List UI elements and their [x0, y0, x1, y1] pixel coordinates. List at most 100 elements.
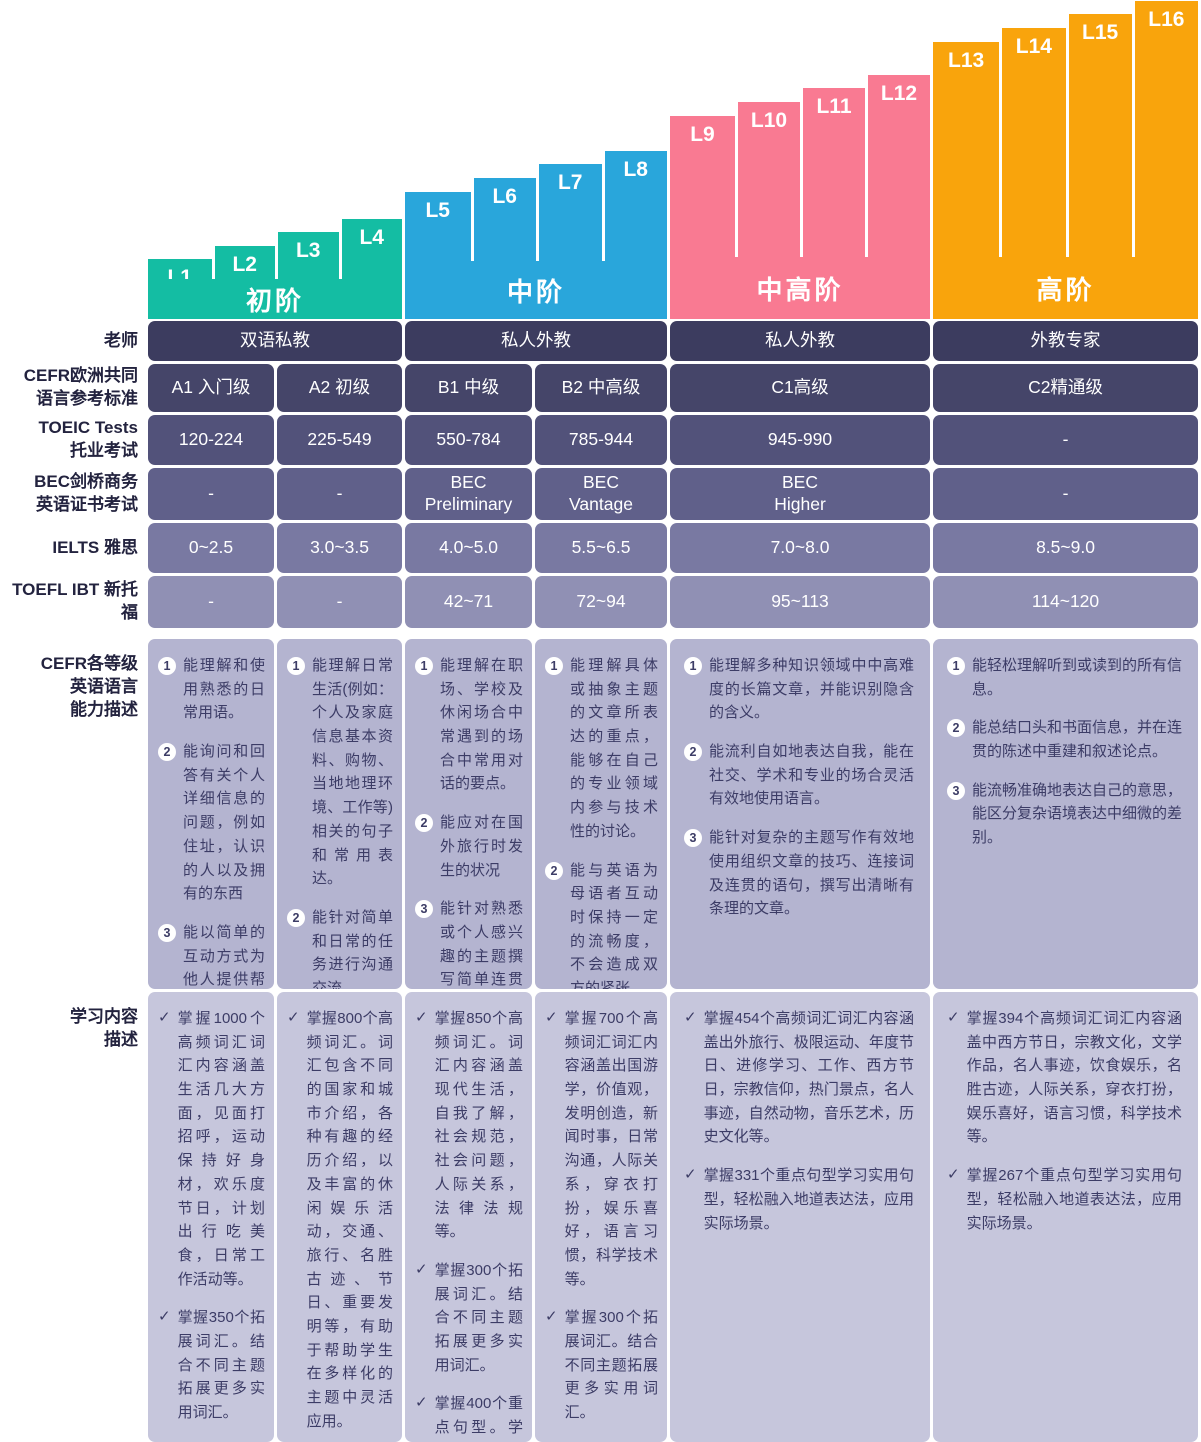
check-icon: ✓	[158, 1009, 171, 1026]
toeic-cell: 550-784	[405, 415, 532, 465]
check-icon: ✓	[415, 1394, 428, 1412]
bec-cell: BEC Higher	[670, 468, 930, 520]
toeic-cell: -	[933, 415, 1198, 465]
learning-text: 掌握454个高频词汇词汇内容涵盖出外旅行、极限运动、年度节日、进修学习、工作、西…	[703, 1010, 914, 1146]
level-label: L7	[557, 171, 583, 194]
learning-item: ✓ 掌握350个拓展词汇。结合不同主题拓展更多实用词汇。	[158, 1306, 265, 1424]
level-label: L10	[750, 109, 788, 132]
item-number-badge: 1	[947, 657, 965, 675]
learning-text: 掌握350个拓展词汇。结合不同主题拓展更多实用词汇。	[177, 1309, 265, 1421]
learning-text: 掌握1000个高频词汇词汇内容涵盖生活几大方面，见面打招呼，运动保持好身材，欢乐…	[177, 1010, 265, 1288]
item-number-badge: 1	[415, 657, 433, 675]
band-title-beginner: 初阶	[148, 279, 402, 319]
ielts-cell: 0~2.5	[148, 523, 274, 573]
check-icon: ✓	[947, 1009, 960, 1026]
item-number-badge: 2	[947, 719, 965, 738]
ability-text: 能总结口头和书面信息，并在连贯的陈述中重建和叙述论点。	[972, 719, 1183, 761]
ability-cell-b2: 1 能理解具体或抽象主题的文章所表达的重点，能够在自己的专业领域内参与技术性的讨论…	[535, 639, 667, 989]
check-icon: ✓	[415, 1260, 428, 1278]
ability-item: 1 能理解具体或抽象主题的文章所表达的重点，能够在自己的专业领域内参与技术性的讨论…	[545, 654, 658, 844]
ability-text: 能理解在职场、学校及休闲场合中常遇到的场合中常用对话的要点。	[440, 657, 523, 793]
ability-text: 能针对熟悉或个人感兴趣的主题撰写简单连贯的文章。	[440, 900, 523, 989]
ability-text: 能与英语为母语者互动时保持一定的流畅度，不会造成双方的紧张。	[570, 861, 658, 990]
teacher-cell: 私人外教	[670, 321, 930, 361]
learning-item: ✓ 掌握394个高频词汇词汇内容涵盖中西方节日，宗教文化，文学作品，名人事迹，饮食…	[947, 1007, 1182, 1149]
ability-item: 2 能流利自如地表达自我，能在社交、学术和专业的场合灵活有效地使用语言。	[684, 740, 914, 811]
item-number-badge: 2	[415, 814, 433, 833]
ability-item: 3 能流畅准确地表达自己的意思，能区分复杂语境表达中细微的差别。	[947, 779, 1182, 850]
bec-cell: -	[148, 468, 274, 520]
band-upper-intermediate: L9 L10 L11 L12 中高阶	[670, 75, 930, 319]
ability-text: 能询问和回答有关个人详细信息的问题，例如住址，认识的人以及拥有的东西	[183, 743, 265, 903]
level-label: L8	[623, 158, 648, 181]
check-icon: ✓	[415, 1009, 428, 1026]
band-title-upper-intermediate: 中高阶	[670, 257, 930, 319]
ability-item: 1 能理解多种知识领域中中高难度的长篇文章，并能识别隐含的含义。	[684, 654, 914, 725]
band-advanced: L13 L14 L15 L16 高阶	[933, 1, 1198, 319]
ability-cell-c2: 1 能轻松理解听到或读到的所有信息。 2 能总结口头和书面信息，并在连贯的陈述中重建…	[933, 639, 1198, 989]
check-icon: ✓	[545, 1308, 558, 1326]
cefr-cell: B1 中级	[405, 364, 532, 412]
toeic-cell: 225-549	[277, 415, 402, 465]
ability-item: 3 能针对熟悉或个人感兴趣的主题撰写简单连贯的文章。	[415, 897, 523, 989]
level-label: L12	[880, 82, 918, 105]
item-number-badge: 1	[545, 657, 563, 675]
learning-item: ✓ 掌握700个高频词汇词汇内容涵盖出国游学，价值观，发明创造，新闻时事，日常沟通…	[545, 1007, 658, 1291]
item-number-badge: 2	[158, 743, 176, 762]
item-number-badge: 2	[545, 861, 563, 880]
ability-item: 2 能总结口头和书面信息，并在连贯的陈述中重建和叙述论点。	[947, 716, 1182, 763]
cefr-cell: C2精通级	[933, 364, 1198, 412]
ability-cell-b1: 1 能理解在职场、学校及休闲场合中常遇到的场合中常用对话的要点。 2 能应对在国外旅…	[405, 639, 532, 989]
learning-cell-a1: ✓ 掌握1000个高频词汇词汇内容涵盖生活几大方面，见面打招呼，运动保持好身材，欢…	[148, 992, 274, 1442]
ability-cell-a2: 1 能理解日常生活(例如：个人及家庭信息基本资料、购物、当地地理环境、工作等)相关…	[277, 639, 402, 989]
bec-cell: -	[277, 468, 402, 520]
ability-text: 能流畅准确地表达自己的意思，能区分复杂语境表达中细微的差别。	[972, 781, 1183, 847]
item-number-badge: 3	[684, 829, 702, 848]
item-number-badge: 2	[684, 743, 702, 762]
learning-text: 掌握400个重点句型。学习实用句型，轻松融入常用表达，应用实际场景。	[434, 1395, 523, 1436]
row-label-teacher: 老师	[104, 330, 138, 350]
toefl-cell: 42~71	[405, 576, 532, 628]
toefl-cell: 95~113	[670, 576, 930, 628]
ability-item: 1 能理解和使用熟悉的日常用语。	[158, 654, 265, 725]
check-icon: ✓	[545, 1009, 558, 1026]
bec-cell: BEC Preliminary	[405, 468, 532, 520]
check-icon: ✓	[684, 1166, 697, 1184]
teacher-cell: 双语私教	[148, 321, 402, 361]
row-label-ability: CEFR各等级 英语语言 能力描述	[40, 654, 138, 719]
ability-text: 能应对在国外旅行时发生的状况	[440, 814, 523, 879]
toeic-cell: 120-224	[148, 415, 274, 465]
level-label: L13	[948, 49, 985, 72]
ability-item: 1 能理解在职场、学校及休闲场合中常遇到的场合中常用对话的要点。	[415, 654, 523, 796]
learning-cell-c2: ✓ 掌握394个高频词汇词汇内容涵盖中西方节日，宗教文化，文学作品，名人事迹，饮食…	[933, 992, 1198, 1442]
learning-text: 掌握394个高频词汇词汇内容涵盖中西方节日，宗教文化，文学作品，名人事迹，饮食娱…	[966, 1010, 1182, 1146]
learning-item: ✓ 掌握331个重点句型学习实用句型，轻松融入地道表达法，应用实际场景。	[684, 1164, 914, 1235]
ability-item: 2 能询问和回答有关个人详细信息的问题，例如住址，认识的人以及拥有的东西	[158, 740, 265, 906]
band-title-intermediate: 中阶	[405, 261, 667, 319]
level-label: L11	[816, 95, 852, 118]
learning-text: 掌握267个重点句型学习实用句型，轻松融入地道表达法，应用实际场景。	[966, 1167, 1182, 1232]
ability-item: 2 能应对在国外旅行时发生的状况	[415, 811, 523, 882]
level-label: L14	[1015, 35, 1052, 58]
band-beginner: L1 L2 L3 L4 初阶	[148, 219, 402, 319]
ability-text: 能针对复杂的主题写作有效地使用组织文章的技巧、连接词及连贯的语句，撰写出清晰有条…	[709, 829, 914, 918]
learning-cell-c1: ✓ 掌握454个高频词汇词汇内容涵盖出外旅行、极限运动、年度节日、进修学习、工作、…	[670, 992, 930, 1442]
learning-item: ✓ 掌握300个拓展词汇。结合不同主题拓展更多实用词汇。	[545, 1306, 658, 1424]
item-number-badge: 1	[158, 657, 176, 675]
learning-item: ✓ 掌握400个重点句型。学习实用句型，轻松融入常用表达，应用实际场景。	[415, 1392, 523, 1442]
check-icon: ✓	[684, 1009, 697, 1026]
ability-item: 3 能针对复杂的主题写作有效地使用组织文章的技巧、连接词及连贯的语句，撰写出清晰有…	[684, 826, 914, 921]
level-label: L6	[492, 185, 517, 208]
cefr-cell: B2 中高级	[535, 364, 667, 412]
ielts-cell: 4.0~5.0	[405, 523, 532, 573]
learning-text: 掌握800个高频词汇。词汇包含不同的国家和城市介绍，各种有趣的经历介绍，以及丰富…	[306, 1010, 393, 1430]
learning-item: ✓ 掌握850个高频词汇。词汇内容涵盖现代生活，自我了解，社会规范，社会问题，人际…	[415, 1007, 523, 1244]
toeic-cell: 785-944	[535, 415, 667, 465]
row-label-toeic: TOEIC Tests 托业考试	[38, 418, 138, 460]
item-number-badge: 3	[158, 923, 176, 942]
toefl-cell: 114~120	[933, 576, 1198, 628]
level-label: L5	[425, 199, 450, 222]
toeic-cell: 945-990	[670, 415, 930, 465]
learning-text: 掌握300个拓展词汇。结合不同主题拓展更多实用词汇。	[434, 1261, 523, 1374]
